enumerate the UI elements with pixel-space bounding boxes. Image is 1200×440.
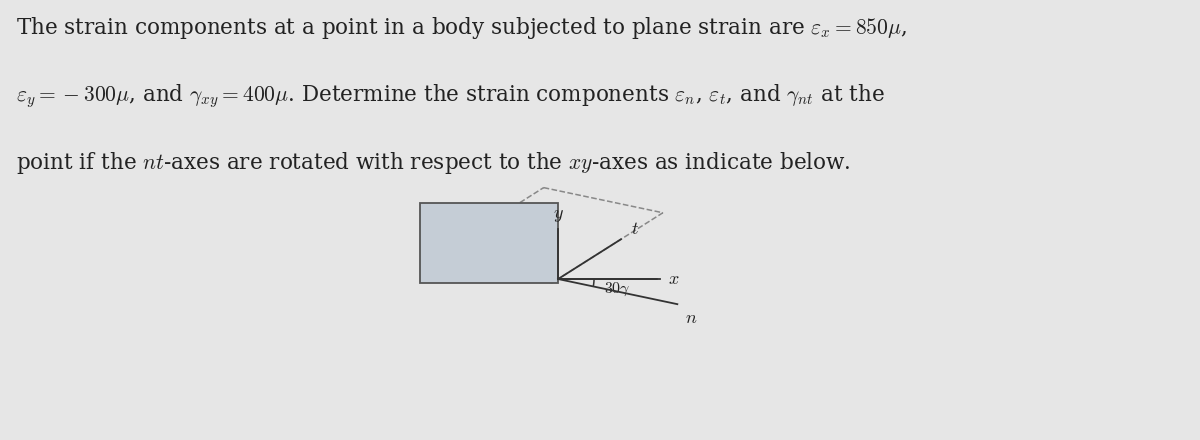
Text: $t$: $t$ [630, 220, 638, 238]
Text: $30°$: $30°$ [605, 280, 631, 298]
Text: $x$: $x$ [668, 270, 679, 288]
Text: $\varepsilon_y = -300\mu$, and $\gamma_{xy} = 400\mu$. Determine the strain comp: $\varepsilon_y = -300\mu$, and $\gamma_{… [16, 82, 884, 110]
Text: The strain components at a point in a body subjected to plane strain are $\varep: The strain components at a point in a bo… [16, 15, 907, 40]
Polygon shape [420, 202, 558, 283]
Text: point if the $nt$-axes are rotated with respect to the $xy$-axes as indicate bel: point if the $nt$-axes are rotated with … [16, 150, 851, 176]
Text: $n$: $n$ [684, 308, 697, 326]
Text: $y$: $y$ [553, 206, 564, 224]
